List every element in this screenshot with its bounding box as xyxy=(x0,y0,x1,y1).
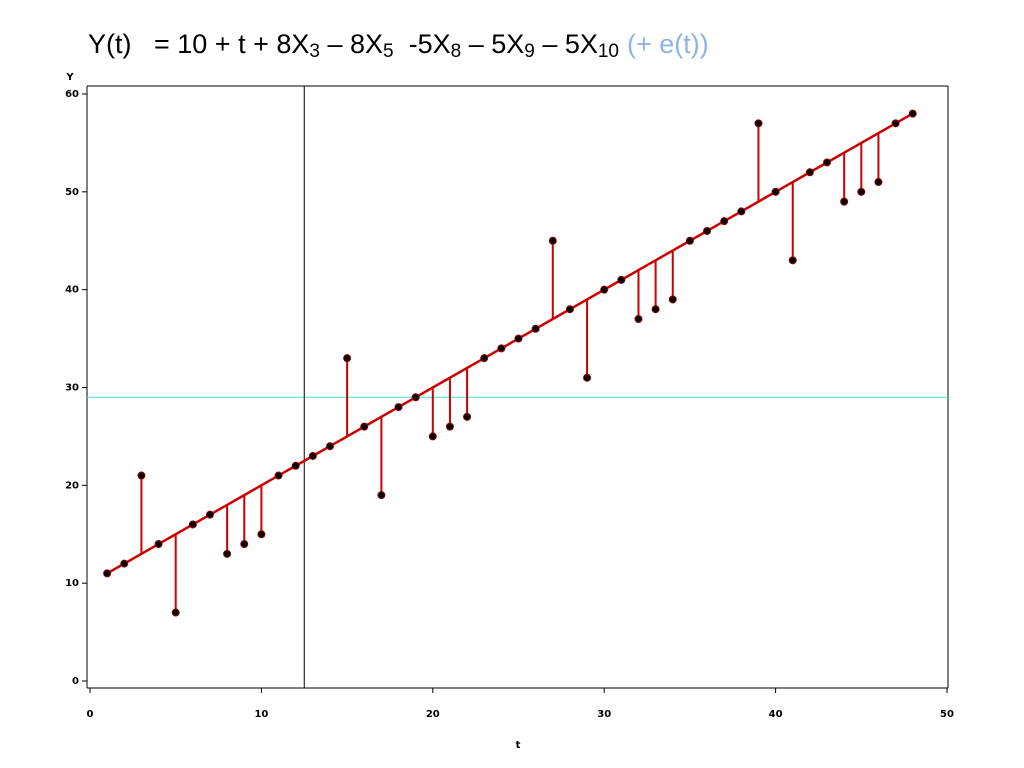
point xyxy=(514,334,523,343)
x-axis-label: t xyxy=(516,740,521,751)
title-subscript: 10 xyxy=(598,41,619,62)
point xyxy=(291,461,300,470)
chart-title: Y(t) = 10 + t + 8X3 – 8X5 -5X8 – 5X9 – 5… xyxy=(88,29,709,62)
point xyxy=(308,451,317,460)
title-subscript: 3 xyxy=(309,41,320,62)
title-text: – 5X xyxy=(461,29,524,59)
point xyxy=(754,119,763,128)
point xyxy=(720,217,729,226)
title-subscript: 8 xyxy=(451,41,462,62)
point xyxy=(737,207,746,216)
title-text: – 5X xyxy=(535,29,598,59)
point xyxy=(463,412,472,421)
point xyxy=(583,373,592,382)
y-tick-label: 60 xyxy=(65,89,79,100)
x-tick-label: 40 xyxy=(769,709,783,720)
point xyxy=(617,275,626,284)
title-subscript: 5 xyxy=(383,41,394,62)
point xyxy=(565,305,574,314)
y-tick-label: 40 xyxy=(65,285,79,296)
title-text: -5X xyxy=(394,29,451,59)
y-tick-label: 10 xyxy=(65,578,79,589)
x-tick-label: 50 xyxy=(940,709,954,720)
point xyxy=(771,187,780,196)
point xyxy=(343,354,352,363)
point xyxy=(274,471,283,480)
point xyxy=(600,285,609,294)
title-text: Y(t) = 10 + t + 8X xyxy=(88,29,309,59)
point xyxy=(823,158,832,167)
point xyxy=(874,178,883,187)
point xyxy=(840,197,849,206)
point xyxy=(480,354,489,363)
y-tick-label: 50 xyxy=(65,187,79,198)
point xyxy=(377,491,386,500)
point xyxy=(685,236,694,245)
y-tick-label: 30 xyxy=(65,383,79,394)
x-tick-label: 20 xyxy=(426,709,440,720)
point xyxy=(805,168,814,177)
title-text: – 8X xyxy=(320,29,383,59)
point xyxy=(857,187,866,196)
point xyxy=(205,510,214,519)
point xyxy=(668,295,677,304)
title-subscript: 9 xyxy=(524,41,535,62)
y-axis-label: Y xyxy=(65,72,74,83)
point xyxy=(548,236,557,245)
point xyxy=(360,422,369,431)
point xyxy=(651,305,660,314)
x-tick-label: 30 xyxy=(597,709,611,720)
x-tick-label: 0 xyxy=(87,709,94,720)
point xyxy=(188,520,197,529)
point xyxy=(154,540,163,549)
point xyxy=(240,540,249,549)
point xyxy=(634,315,643,324)
point xyxy=(103,569,112,578)
point xyxy=(531,324,540,333)
point xyxy=(411,393,420,402)
y-tick-label: 0 xyxy=(72,676,79,687)
y-tick-label: 20 xyxy=(65,480,79,491)
point xyxy=(497,344,506,353)
point xyxy=(120,559,129,568)
point xyxy=(891,119,900,128)
point xyxy=(171,608,180,617)
point xyxy=(257,530,266,539)
point xyxy=(137,471,146,480)
point xyxy=(703,226,712,235)
point xyxy=(394,403,403,412)
point xyxy=(788,256,797,265)
point xyxy=(428,432,437,441)
point xyxy=(908,109,917,118)
point xyxy=(325,442,334,451)
x-tick-label: 10 xyxy=(254,709,268,720)
point xyxy=(445,422,454,431)
title-note: (+ e(t)) xyxy=(627,29,709,59)
point xyxy=(223,549,232,558)
fit-line xyxy=(106,112,914,575)
